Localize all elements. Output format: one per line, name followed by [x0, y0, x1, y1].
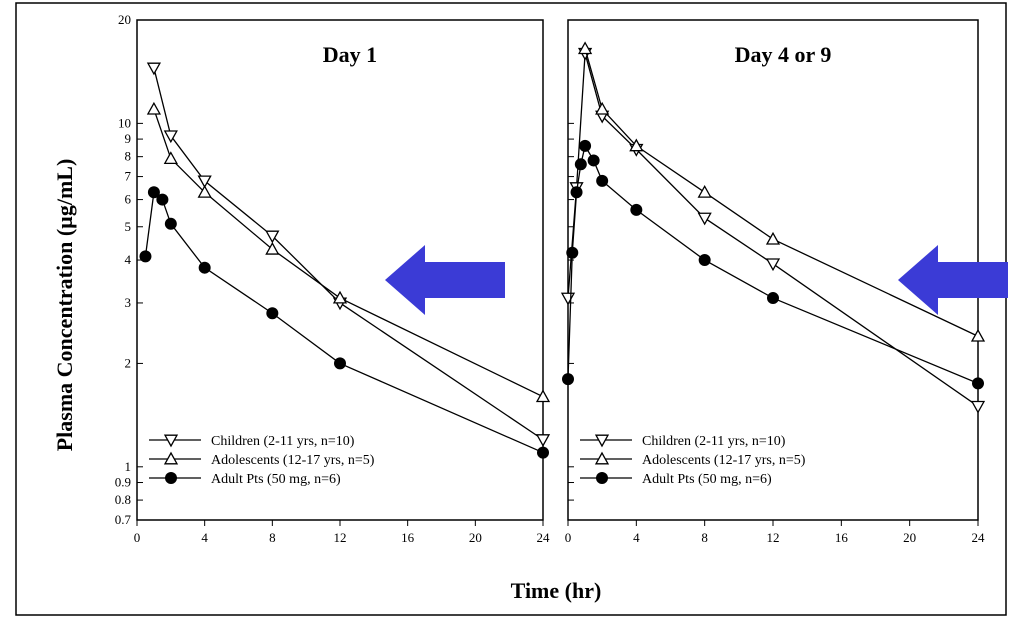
y-tick-label: 7: [125, 169, 132, 184]
x-tick-label: 24: [537, 530, 551, 545]
data-point: [147, 186, 160, 199]
y-tick-label: 5: [125, 219, 132, 234]
x-tick-label: 24: [972, 530, 986, 545]
data-point: [594, 451, 610, 465]
x-tick-label: 4: [633, 530, 640, 545]
data-point: [596, 472, 608, 484]
y-axis-label: Plasma Concentration (µg/mL): [52, 159, 77, 452]
data-point: [164, 217, 177, 230]
y-tick-label: 4: [125, 252, 132, 267]
data-point: [579, 139, 592, 152]
data-point: [577, 41, 593, 55]
data-point: [595, 101, 610, 115]
data-point: [332, 290, 348, 304]
data-point: [970, 328, 986, 342]
data-point: [570, 186, 583, 199]
data-point: [767, 292, 779, 305]
x-tick-label: 16: [401, 530, 415, 545]
panel-title: Day 4 or 9: [735, 42, 832, 67]
data-point: [197, 175, 212, 189]
legend-label: Children (2-11 yrs, n=10): [211, 434, 355, 449]
series-line: [153, 108, 544, 398]
data-point: [163, 434, 179, 448]
data-point: [765, 258, 781, 272]
panel-title: Day 1: [323, 42, 377, 67]
x-tick-label: 12: [767, 530, 780, 545]
annotation-arrow: [385, 245, 505, 315]
data-point: [535, 389, 551, 403]
data-point: [537, 446, 549, 459]
y-tick-label: 0.7: [115, 512, 132, 527]
y-tick-label: 6: [125, 192, 132, 207]
x-axis-label: Time (hr): [511, 578, 602, 603]
y-tick-label: 2: [125, 355, 132, 370]
legend-label: Adult Pts (50 mg, n=6): [211, 472, 341, 487]
annotation-arrow: [898, 245, 1008, 315]
y-tick-label: 1: [125, 459, 132, 474]
data-point: [587, 154, 600, 167]
data-point: [629, 138, 644, 152]
legend-label: Adolescents (12-17 yrs, n=5): [642, 453, 806, 468]
data-point: [163, 451, 179, 465]
data-point: [596, 174, 609, 187]
data-point: [146, 101, 162, 115]
legend-label: Children (2-11 yrs, n=10): [642, 434, 786, 449]
y-tick-label: 20: [118, 12, 131, 27]
data-point: [594, 434, 610, 448]
data-point: [697, 184, 712, 198]
x-tick-label: 16: [835, 530, 849, 545]
data-point: [265, 230, 280, 244]
x-tick-label: 0: [565, 530, 572, 545]
x-tick-label: 20: [469, 530, 482, 545]
data-point: [970, 400, 986, 414]
data-point: [156, 193, 169, 206]
y-tick-label: 9: [125, 131, 132, 146]
panel-day-1: 20 109 8 7 6 5 4 3 2 10.9 0.8 0.70 4 8 12 16 20 24 Day 1 Ch…: [115, 12, 551, 545]
data-point: [266, 307, 279, 320]
data-point: [566, 246, 579, 259]
series-line: [153, 67, 544, 441]
x-tick-label: 8: [269, 530, 276, 545]
y-tick-label: 10: [118, 115, 131, 130]
y-tick-label: 8: [125, 149, 132, 164]
legend-label: Adolescents (12-17 yrs, n=5): [211, 453, 375, 468]
data-point: [139, 250, 152, 263]
data-point: [972, 377, 984, 390]
x-tick-label: 20: [903, 530, 916, 545]
y-tick-label: 3: [125, 295, 132, 310]
data-point: [265, 241, 280, 255]
data-point: [163, 130, 178, 144]
x-tick-label: 8: [701, 530, 708, 545]
x-tick-label: 12: [334, 530, 347, 545]
legend-label: Adult Pts (50 mg, n=6): [642, 472, 772, 487]
series-line: [584, 48, 979, 337]
data-point: [334, 357, 346, 370]
panel-day-4-or-9: 0 4 8 12 16 20 24 Day 4 or 9 Children (2-11 yrs,…: [560, 19, 1008, 545]
data-point: [574, 158, 587, 171]
data-point: [197, 184, 212, 198]
y-tick-label: 0.9: [115, 475, 131, 490]
x-tick-label: 0: [134, 530, 141, 545]
figure-frame: [15, 2, 1007, 616]
data-point: [165, 472, 177, 484]
y-axis-title: Plasma Concentration (µg/mL): [52, 159, 77, 452]
x-tick-label: 4: [201, 530, 208, 545]
data-point: [698, 254, 711, 267]
data-point: [163, 151, 178, 164]
data-point: [146, 62, 162, 76]
data-point: [198, 261, 211, 274]
data-point: [765, 231, 781, 245]
data-point: [535, 434, 551, 447]
y-tick-label: 0.8: [115, 492, 131, 507]
data-point: [697, 212, 712, 226]
data-point: [562, 373, 574, 386]
data-point: [630, 203, 643, 216]
